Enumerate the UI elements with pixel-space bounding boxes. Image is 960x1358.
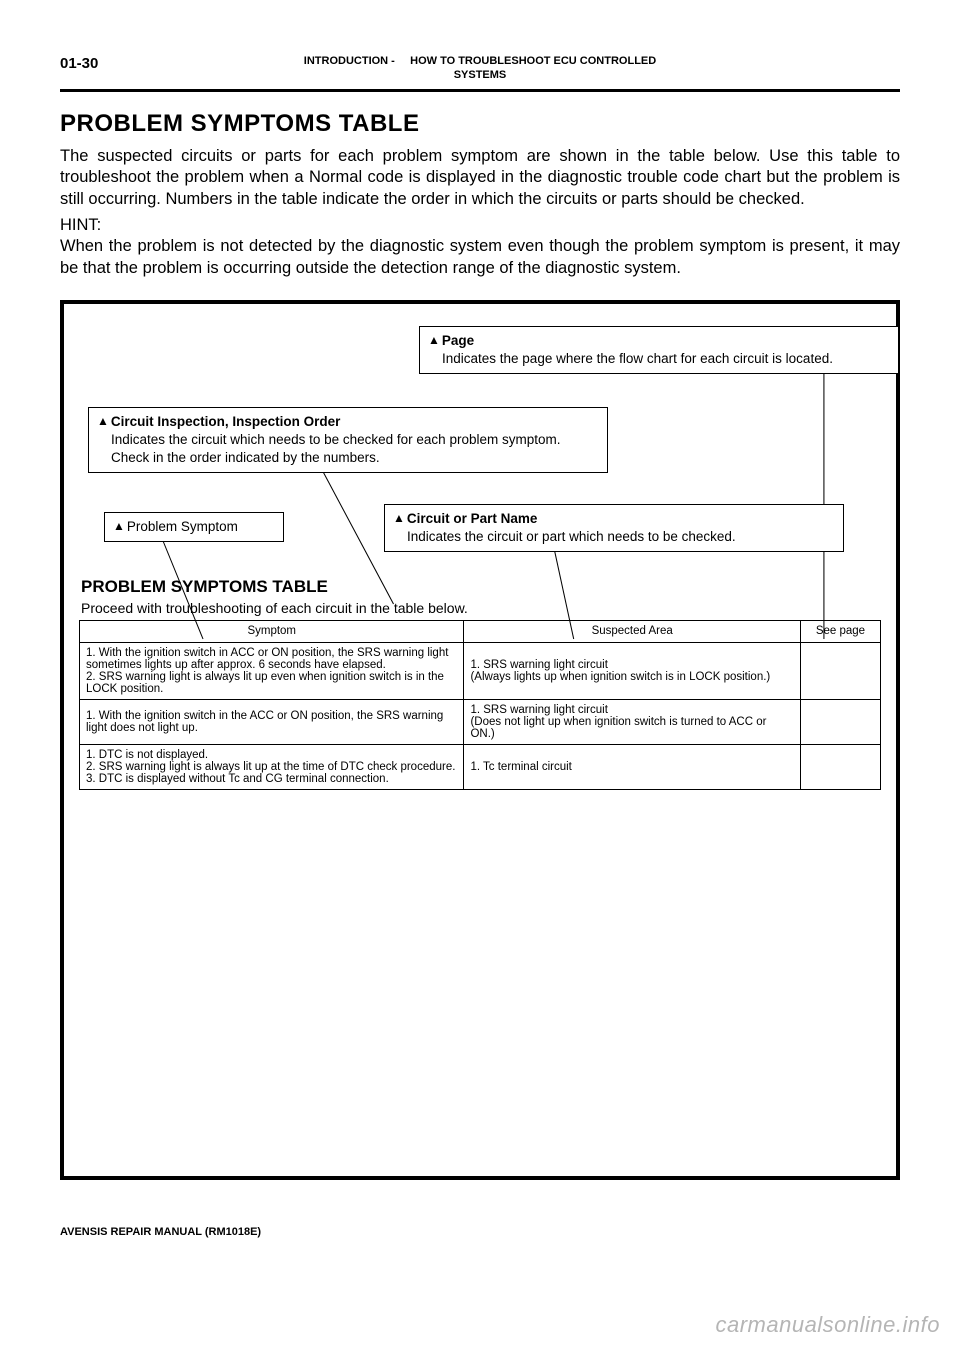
callout-part-body: Indicates the circuit or part which need… — [407, 528, 736, 546]
callout-page-title: Page — [442, 333, 474, 348]
callout-page: ▲Page Indicates the page where the flow … — [419, 326, 899, 374]
callout-problem-symptom: ▲Problem Symptom — [104, 512, 284, 542]
table-row: 1. DTC is not displayed. 2. SRS warning … — [80, 744, 881, 789]
cell-page — [800, 699, 880, 744]
table-row: 1. With the ignition switch in ACC or ON… — [80, 642, 881, 699]
pointer-icon: ▲ — [97, 414, 109, 428]
pointer-icon: ▲ — [428, 333, 440, 347]
header-line2: HOW TO TROUBLESHOOT ECU CONTROLLED — [410, 55, 656, 67]
table-row: 1. With the ignition switch in the ACC o… — [80, 699, 881, 744]
col-symptom: Symptom — [80, 620, 464, 642]
header-line3: SYSTEMS — [454, 69, 507, 81]
callout-circuit-title: Circuit Inspection, Inspection Order — [111, 414, 341, 429]
cell-page — [800, 744, 880, 789]
example-table-block: PROBLEM SYMPTOMS TABLE Proceed with trou… — [79, 572, 881, 790]
section-para2: When the problem is not detected by the … — [60, 236, 900, 280]
col-area: Suspected Area — [464, 620, 800, 642]
example-subtitle: Proceed with troubleshooting of each cir… — [81, 600, 881, 616]
page-number: 01-30 — [60, 55, 190, 72]
cell-symptom: 1. With the ignition switch in the ACC o… — [80, 699, 464, 744]
callout-circuit-inspection: ▲Circuit Inspection, Inspection Order In… — [88, 407, 608, 474]
cell-page — [800, 642, 880, 699]
callout-part-title: Circuit or Part Name — [407, 511, 538, 526]
cell-symptom: 1. DTC is not displayed. 2. SRS warning … — [80, 744, 464, 789]
pointer-icon: ▲ — [393, 511, 405, 525]
header-title: INTRODUCTION - HOW TO TROUBLESHOOT ECU C… — [190, 55, 770, 83]
col-seepage: See page — [800, 620, 880, 642]
table-header-row: Symptom Suspected Area See page — [80, 620, 881, 642]
watermark: carmanualsonline.info — [715, 1312, 940, 1338]
header-line1: INTRODUCTION - — [304, 55, 395, 67]
section-para1: The suspected circuits or parts for each… — [60, 146, 900, 211]
cell-symptom: 1. With the ignition switch in ACC or ON… — [80, 642, 464, 699]
section-title: PROBLEM SYMPTOMS TABLE — [60, 110, 900, 138]
symptoms-table: Symptom Suspected Area See page 1. With … — [79, 620, 881, 790]
cell-area: 1. SRS warning light circuit (Does not l… — [464, 699, 800, 744]
callout-circuit-body: Indicates the circuit which needs to be … — [111, 431, 599, 467]
page-header: 01-30 INTRODUCTION - HOW TO TROUBLESHOOT… — [60, 55, 900, 92]
cell-area: 1. SRS warning light circuit (Always lig… — [464, 642, 800, 699]
callout-page-body: Indicates the page where the flow chart … — [442, 350, 833, 368]
pointer-icon: ▲ — [113, 519, 125, 533]
callout-circuit-part: ▲Circuit or Part Name Indicates the circ… — [384, 504, 844, 552]
footer-manual: AVENSIS REPAIR MANUAL (RM1018E) — [60, 1226, 261, 1238]
cell-area: 1. Tc terminal circuit — [464, 744, 800, 789]
example-title: PROBLEM SYMPTOMS TABLE — [81, 577, 881, 597]
callout-symptom-title: Problem Symptom — [127, 519, 238, 534]
hint-label: HINT: — [60, 215, 900, 236]
diagram-frame: ▲Page Indicates the page where the flow … — [60, 300, 900, 1180]
